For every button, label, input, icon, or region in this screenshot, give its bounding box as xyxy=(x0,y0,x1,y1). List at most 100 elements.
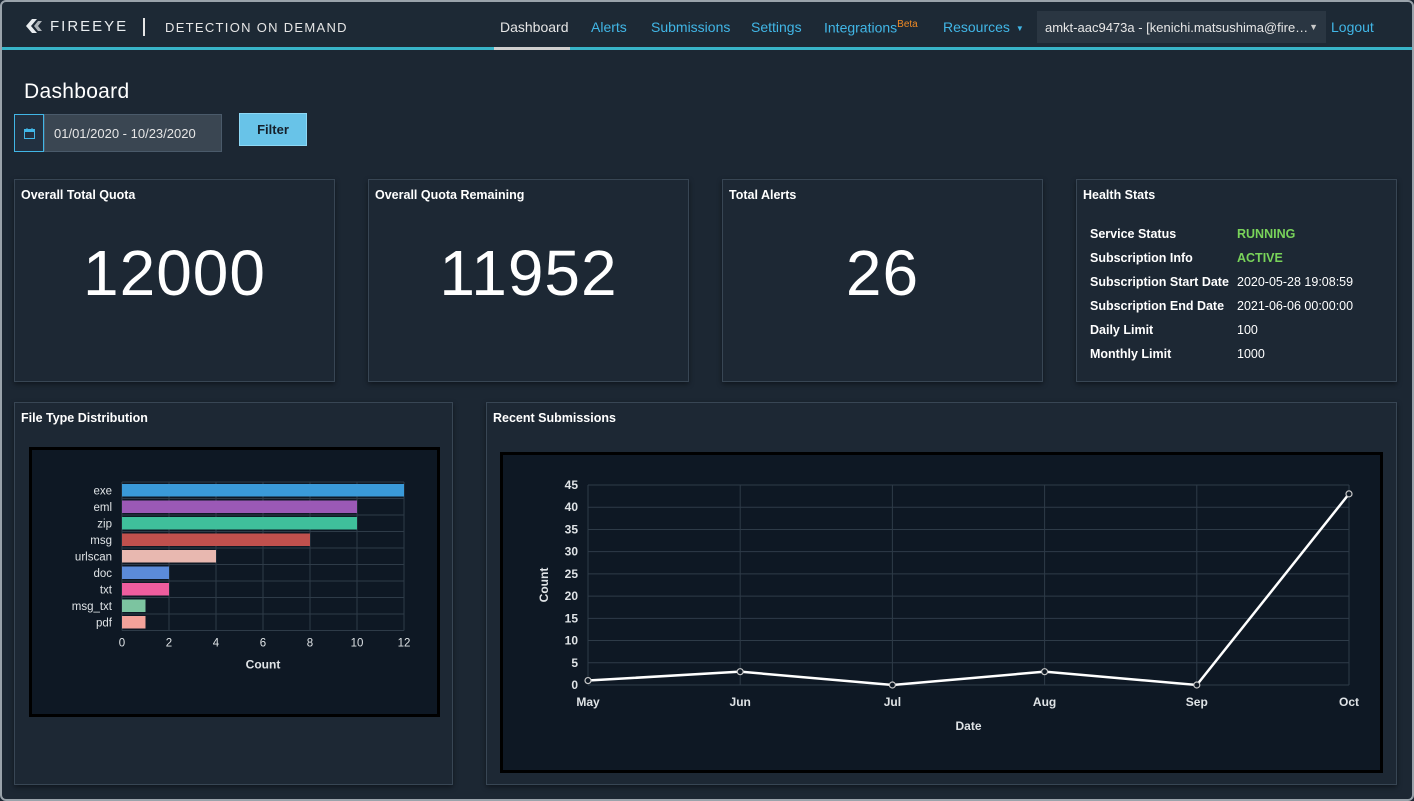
nav-alerts[interactable]: Alerts xyxy=(591,19,627,35)
x-tick-label: 12 xyxy=(398,638,411,650)
recent-submissions-chart-box: 0 5 10 15 20 25 30 35 40 45 May Jun Jul Aug Sep Oct Date… xyxy=(500,452,1383,773)
date-range-input[interactable] xyxy=(44,114,222,152)
bar-msg_txt xyxy=(122,599,146,612)
data-point xyxy=(1193,681,1201,689)
y-tick-label: eml xyxy=(93,502,112,514)
nav-integrations[interactable]: IntegrationsBeta xyxy=(824,19,918,36)
service-status-value: RUNNING xyxy=(1237,227,1296,241)
x-tick-label: Jun xyxy=(730,695,751,709)
file-type-card: File Type Distribution 0 2 4 6 8 10 12 exe eml zi… xyxy=(14,402,453,785)
health-label: Subscription Info xyxy=(1090,251,1193,265)
bar-exe xyxy=(122,484,404,497)
filter-button[interactable]: Filter xyxy=(239,113,307,146)
quota-remaining-title: Overall Quota Remaining xyxy=(375,188,525,202)
nav-settings[interactable]: Settings xyxy=(751,19,802,35)
brand-separator xyxy=(143,18,145,36)
y-tick-label: zip xyxy=(97,518,112,530)
x-tick-label: 8 xyxy=(307,638,313,650)
total-alerts-value: 26 xyxy=(845,237,920,309)
y-tick-label: 5 xyxy=(571,656,578,670)
end-date-value: 2021-06-06 00:00:00 xyxy=(1237,299,1354,313)
y-tick-label: 45 xyxy=(565,478,579,492)
bar-msg xyxy=(122,533,310,546)
bar-eml xyxy=(122,500,357,513)
bar-doc xyxy=(122,566,169,579)
x-tick-label: 10 xyxy=(351,638,364,650)
health-label: Daily Limit xyxy=(1090,323,1154,337)
start-date-value: 2020-05-28 19:08:59 xyxy=(1237,275,1354,289)
y-tick-label: 40 xyxy=(565,500,579,514)
nav-submissions[interactable]: Submissions xyxy=(651,19,731,35)
nav-resources[interactable]: Resources ▼ xyxy=(943,19,1024,35)
total-alerts-title: Total Alerts xyxy=(729,188,797,202)
recent-submissions-card: Recent Submissions 0 5 10 15 20 25 30 35 40 45 May… xyxy=(486,402,1397,785)
account-label: amkt-aac9473a - [kenichi.matsushima@fire… xyxy=(1045,20,1309,35)
health-label: Monthly Limit xyxy=(1090,347,1172,361)
data-point xyxy=(1040,668,1049,676)
y-tick-label: 20 xyxy=(565,589,579,603)
logout-link[interactable]: Logout xyxy=(1331,19,1374,35)
recent-submissions-title: Recent Submissions xyxy=(493,411,616,425)
top-navbar: FIREEYE DETECTION ON DEMAND Dashboard Al… xyxy=(2,2,1412,50)
nav-resources-label: Resources xyxy=(943,19,1010,35)
y-tick-label: exe xyxy=(93,485,112,497)
data-point xyxy=(888,681,896,689)
data-point xyxy=(736,668,744,676)
nav-active-indicator xyxy=(494,47,570,50)
fireeye-logo-icon xyxy=(26,19,42,33)
caret-down-icon: ▼ xyxy=(1015,23,1024,33)
product-name: DETECTION ON DEMAND xyxy=(165,20,348,35)
monthly-limit-value: 1000 xyxy=(1237,347,1265,361)
total-alerts-card: Total Alerts 26 xyxy=(722,179,1043,382)
health-stats-card: Health Stats Service Status RUNNING Subs… xyxy=(1076,179,1397,382)
beta-badge: Beta xyxy=(897,19,918,30)
recent-submissions-chart: 0 5 10 15 20 25 30 35 40 45 May Jun Jul Aug Sep Oct Date… xyxy=(537,478,1359,733)
data-point xyxy=(1345,490,1353,498)
x-tick-label: Sep xyxy=(1186,695,1208,709)
data-point xyxy=(584,676,592,685)
x-tick-label: Oct xyxy=(1339,695,1359,709)
y-tick-label: msg xyxy=(90,535,112,547)
series-line xyxy=(587,493,1350,687)
x-axis-label: Count xyxy=(246,658,281,672)
health-label: Service Status xyxy=(1090,227,1177,241)
brand[interactable]: FIREEYE xyxy=(24,16,128,36)
bar-pdf xyxy=(122,616,146,629)
x-tick-label: 0 xyxy=(119,638,125,650)
total-quota-card: Overall Total Quota 12000 xyxy=(14,179,335,382)
caret-down-icon: ▼ xyxy=(1309,22,1318,32)
health-stats-title: Health Stats xyxy=(1083,188,1156,202)
file-type-chart-box: 0 2 4 6 8 10 12 exe eml zip msg urlscan doc txt msg_tx… xyxy=(29,447,440,717)
bar-urlscan xyxy=(122,550,216,563)
quota-remaining-card: Overall Quota Remaining 11952 xyxy=(368,179,689,382)
y-tick-label: 25 xyxy=(565,567,579,581)
y-axis-label: Count xyxy=(537,568,551,603)
date-picker-button[interactable] xyxy=(14,114,44,152)
total-quota-value: 12000 xyxy=(83,237,266,309)
file-type-chart: 0 2 4 6 8 10 12 exe eml zip msg urlscan doc txt msg_tx… xyxy=(72,481,411,672)
bar-txt xyxy=(122,583,169,596)
y-tick-label: doc xyxy=(93,568,112,580)
y-tick-label: pdf xyxy=(96,617,113,629)
nav-integrations-label: Integrations xyxy=(824,19,898,36)
nav-dashboard[interactable]: Dashboard xyxy=(500,19,569,35)
x-tick-label: Jul xyxy=(884,695,901,709)
x-tick-label: 4 xyxy=(213,638,220,650)
daily-limit-value: 100 xyxy=(1237,323,1258,337)
x-tick-label: May xyxy=(576,695,600,709)
y-tick-label: 15 xyxy=(565,611,579,625)
x-tick-label: Aug xyxy=(1033,695,1056,709)
total-quota-title: Overall Total Quota xyxy=(21,188,136,202)
account-dropdown[interactable]: amkt-aac9473a - [kenichi.matsushima@fire… xyxy=(1037,11,1326,43)
x-axis-label: Date xyxy=(955,719,981,733)
file-type-title: File Type Distribution xyxy=(21,411,148,425)
bar-zip xyxy=(122,517,357,530)
calendar-icon xyxy=(23,127,35,139)
subscription-info-value: ACTIVE xyxy=(1237,251,1283,265)
page-title: Dashboard xyxy=(24,80,130,103)
x-tick-label: 6 xyxy=(260,638,266,650)
x-tick-label: 2 xyxy=(166,638,172,650)
y-tick-label: 0 xyxy=(571,678,578,692)
quota-remaining-value: 11952 xyxy=(439,237,618,309)
y-tick-label: msg_txt xyxy=(72,601,113,613)
